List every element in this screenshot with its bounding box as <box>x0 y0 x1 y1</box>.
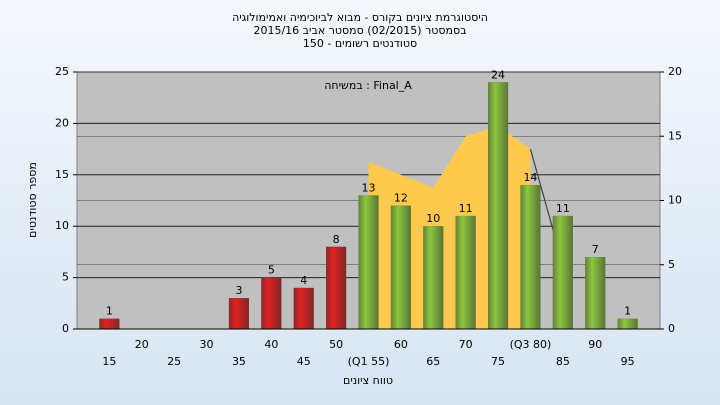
x-tick-label: 45 <box>297 355 311 368</box>
x-tick-label: 95 <box>621 355 635 368</box>
x-tick-label: 25 <box>167 355 181 368</box>
x-tick-label: 15 <box>102 355 116 368</box>
y-axis-label: מספר סטודנטים <box>26 162 39 238</box>
bar <box>585 257 606 329</box>
x-tick-label: (Q3 80) <box>510 338 552 351</box>
y-tick-label: 25 <box>55 65 69 78</box>
data-label: 10 <box>426 212 440 225</box>
x-tick-label: 90 <box>588 338 602 351</box>
data-label: 1 <box>106 305 113 318</box>
data-label: 12 <box>394 192 408 205</box>
data-label: 14 <box>523 171 537 184</box>
data-label: 3 <box>235 284 242 297</box>
bar <box>520 185 541 329</box>
bar <box>99 318 120 329</box>
y-tick-label: 20 <box>55 116 69 129</box>
data-label: 4 <box>300 274 307 287</box>
data-label: 13 <box>362 181 376 194</box>
x-tick-label: 50 <box>329 338 343 351</box>
bar <box>423 226 444 329</box>
x-tick-label: 65 <box>426 355 440 368</box>
y2-tick-label: 5 <box>668 258 675 271</box>
bar <box>228 298 249 329</box>
data-label: 8 <box>333 233 340 246</box>
data-label: 5 <box>268 264 275 277</box>
x-axis-label: טווח ציונים <box>343 374 393 387</box>
data-label: 7 <box>592 243 599 256</box>
bar <box>293 287 314 329</box>
y2-tick-label: 20 <box>668 65 682 78</box>
bar <box>326 246 347 329</box>
data-label: 11 <box>556 202 570 215</box>
bar <box>617 318 638 329</box>
x-tick-label: 60 <box>394 338 408 351</box>
data-label: 24 <box>491 68 505 81</box>
x-tick-label: 40 <box>264 338 278 351</box>
bar <box>455 215 476 329</box>
x-tick-label: 75 <box>491 355 505 368</box>
y2-tick-label: 10 <box>668 194 682 207</box>
x-tick-label: 20 <box>135 338 149 351</box>
chart-subtitle: סטודנטים רשומים - 150 <box>303 37 417 50</box>
bar <box>358 195 379 329</box>
bar <box>261 277 282 329</box>
x-tick-label: 70 <box>459 338 473 351</box>
x-tick-label: 35 <box>232 355 246 368</box>
plot: 0 5 10 15 20 25 0 5 10 15 20 1 15 20 25 30 3 35 5 40 4 45 8 50 1… <box>55 65 682 368</box>
bar <box>488 82 509 329</box>
y-tick-label: 10 <box>55 219 69 232</box>
y2-tick-label: 15 <box>668 129 682 142</box>
x-tick-label: 30 <box>200 338 214 351</box>
data-label: 1 <box>624 305 631 318</box>
chart-subtitle: בסמסטר (02/2015) סמסטר אביב 2015/16 <box>253 24 466 37</box>
x-tick-label: (Q1 55) <box>348 355 390 368</box>
annotation: במשיחה : Final_A <box>324 79 412 92</box>
y-tick-label: 0 <box>62 322 69 335</box>
y2-tick-label: 0 <box>668 322 675 335</box>
x-tick-label: 85 <box>556 355 570 368</box>
y-tick-label: 15 <box>55 168 69 181</box>
bar <box>390 205 411 329</box>
bar <box>552 215 573 329</box>
y-tick-label: 5 <box>62 271 69 284</box>
data-label: 11 <box>459 202 473 215</box>
chart-title: היסטוגרמת ציונים בקורס - מבוא לביוכימיה … <box>232 11 488 24</box>
